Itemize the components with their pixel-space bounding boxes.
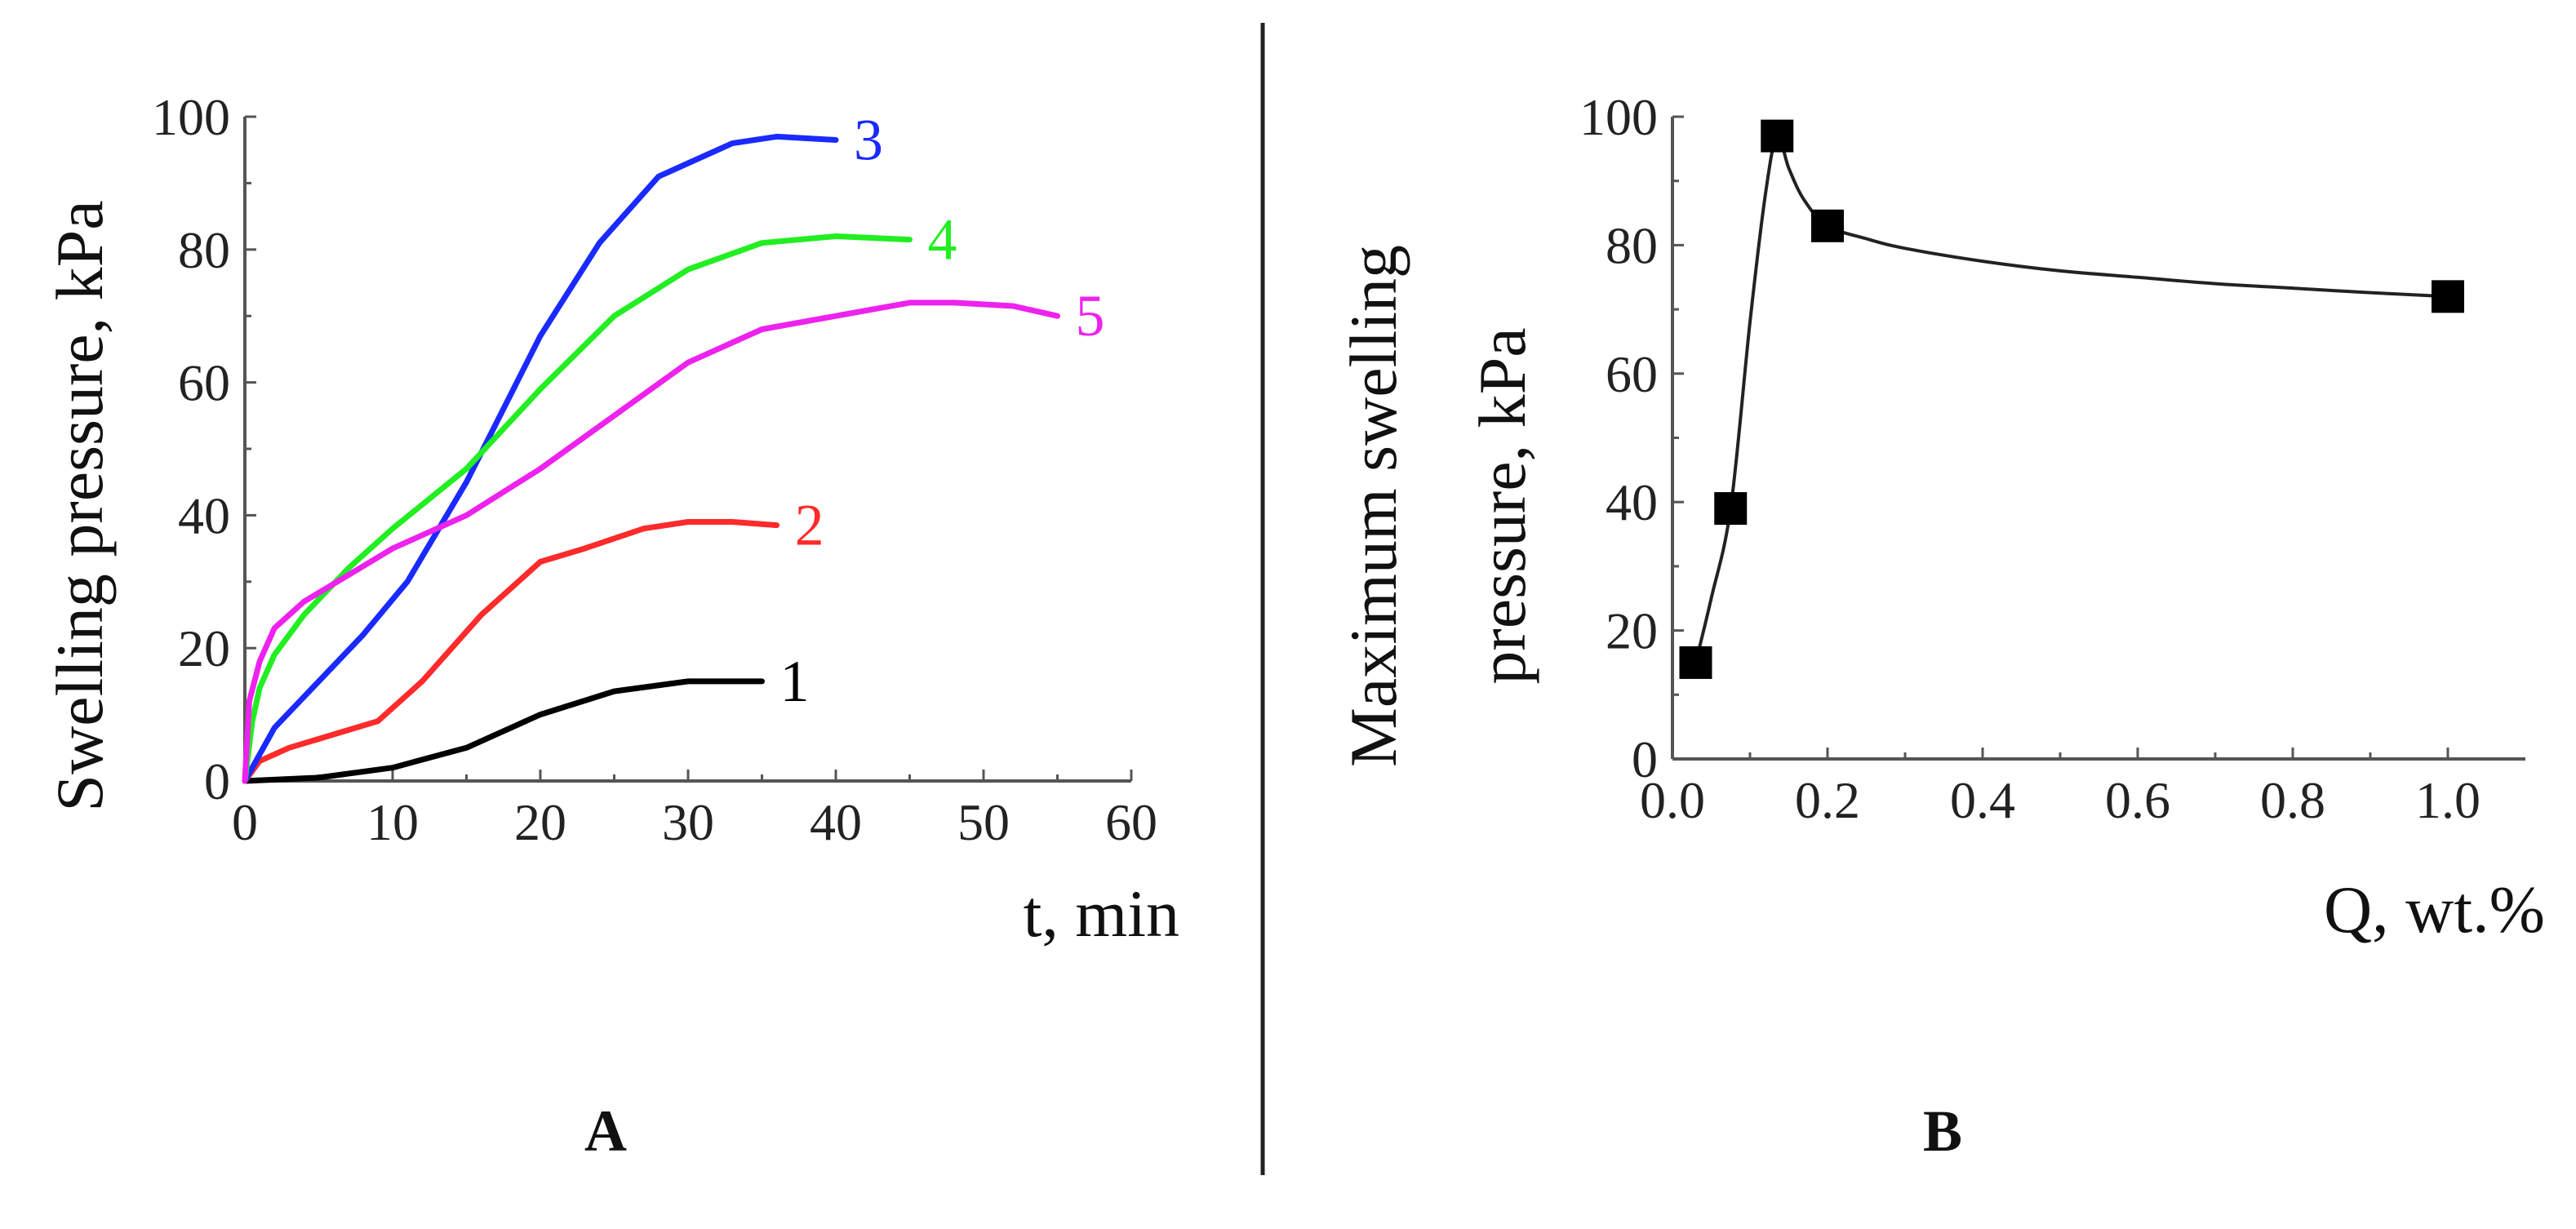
panel-label-a: A [584, 1098, 627, 1164]
series-line-1 [242, 678, 765, 784]
data-point [1714, 492, 1748, 526]
y-tick-label-b: 80 [1606, 216, 1658, 274]
x-tick-label-a: 30 [662, 793, 714, 851]
series-label-1: 1 [780, 649, 810, 714]
series-line-2 [242, 519, 780, 784]
y-axis-title-a: Swelling pressure, kPa [42, 200, 117, 811]
x-tick-label-a: 0 [232, 793, 258, 851]
series-label-2: 2 [795, 493, 824, 558]
y-axis-title-b-line2: pressure, kPa [1465, 327, 1539, 684]
x-tick-label-a: 60 [1105, 793, 1157, 851]
series-line-3 [242, 133, 839, 784]
data-point [1679, 646, 1712, 679]
series-label-3: 3 [854, 107, 883, 172]
y-axis-title-b-line1: Maximum swelling [1336, 245, 1410, 767]
data-point [1811, 209, 1844, 242]
y-tick-label-b: 0 [1632, 730, 1658, 788]
x-tick-label-a: 10 [366, 793, 419, 851]
x-tick-label-a: 40 [810, 793, 862, 851]
chart-panel-a: 0 10 20 30 40 50 60 0 20 40 60 80 100 1 2 34 5 Swelling… [42, 88, 1179, 1164]
x-tick-label-b: 1.0 [2415, 771, 2481, 829]
data-point [1761, 119, 1794, 153]
series-line-4 [242, 233, 913, 784]
y-tick-label-b: 100 [1579, 88, 1658, 146]
x-tick-label-a: 50 [957, 793, 1010, 851]
x-axis-title-a: t, min [1024, 876, 1179, 951]
x-tick-label-b: 0.2 [1795, 771, 1860, 829]
y-axis-title-b-2: pressure, kPa [1465, 327, 1539, 684]
y-tick-label-b: 40 [1606, 473, 1658, 531]
series-line-5 [242, 299, 1060, 784]
series-label-4: 4 [928, 207, 957, 273]
x-axis-title-b: Q, wt.% [2324, 872, 2545, 947]
y-tick-label-a: 0 [204, 752, 230, 810]
data-point [2432, 280, 2464, 313]
y-tick-label-a: 60 [178, 354, 230, 412]
y-tick-label-a: 100 [152, 88, 230, 146]
x-tick-label-b: 0.4 [1950, 771, 2015, 829]
x-tick-label-b: 0.6 [2105, 771, 2170, 829]
x-tick-label-a: 20 [514, 793, 566, 851]
panel-label-b: B [1923, 1098, 1962, 1164]
y-tick-label-b: 60 [1606, 345, 1658, 403]
y-tick-label-b: 20 [1606, 602, 1658, 660]
chart-panel-b: 0.0 0.2 0.4 0.6 0.8 1.0 0 20 40 60 80 100 Maximum s… [1336, 88, 2545, 1164]
series-label-5: 5 [1076, 283, 1105, 348]
y-tick-label-a: 40 [178, 486, 230, 544]
y-tick-label-a: 80 [178, 221, 230, 279]
x-tick-label-b: 0.8 [2260, 771, 2325, 829]
y-axis-title-b: Maximum swelling [1336, 245, 1410, 767]
x-tick-label-b: 0.0 [1640, 771, 1705, 829]
fit-curve [1694, 134, 2449, 663]
y-tick-label-a: 20 [178, 619, 230, 677]
